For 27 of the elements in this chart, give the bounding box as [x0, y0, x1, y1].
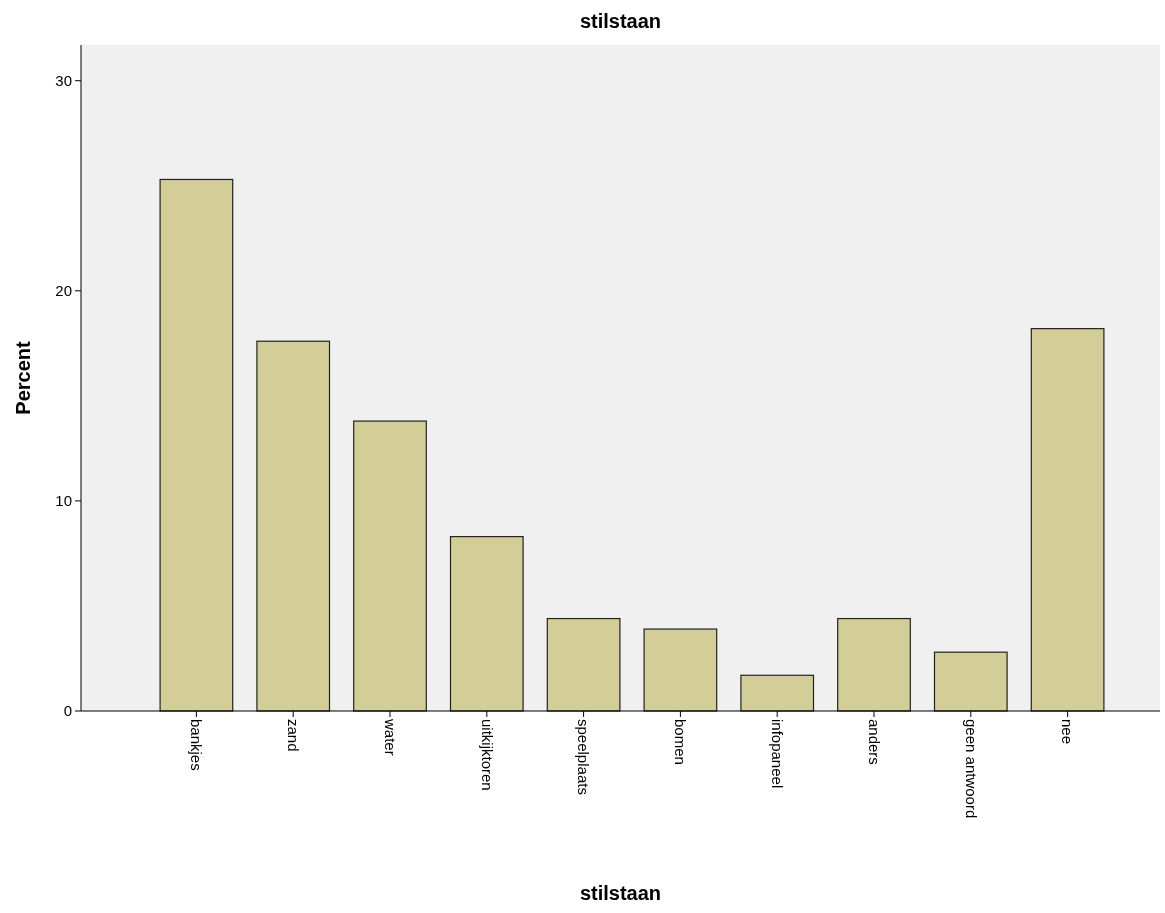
bar	[643, 628, 718, 712]
bar	[740, 674, 815, 712]
bar	[353, 420, 427, 712]
x-tick-label: bomen	[672, 719, 690, 765]
x-tick-label: infopaneel	[768, 719, 786, 789]
bar	[159, 178, 234, 712]
bar	[837, 617, 911, 712]
bar	[546, 617, 621, 712]
bar	[933, 651, 1008, 712]
x-tick-label: bankjes	[188, 719, 206, 771]
y-tick-label: 30	[55, 71, 72, 89]
y-tick-label: 20	[55, 282, 72, 300]
x-tick-label: speelplaats	[575, 719, 593, 795]
chart-title: stilstaan	[579, 10, 662, 32]
bar	[1030, 328, 1105, 712]
x-tick-label: zand	[284, 719, 302, 752]
bar	[449, 536, 524, 712]
x-tick-label: uitkijktoren	[478, 719, 496, 791]
x-tick-label: geen antwoord	[962, 719, 980, 819]
y-tick-label: 0	[63, 702, 72, 720]
x-tick-label: water	[381, 718, 399, 756]
x-tick-label: anders	[865, 719, 883, 765]
x-tick-label: nee	[1059, 719, 1077, 745]
bar	[256, 340, 331, 712]
x-axis-title: stilstaan	[579, 882, 662, 904]
y-tick-label: 10	[55, 492, 72, 510]
y-axis-title: Percent	[12, 340, 34, 415]
